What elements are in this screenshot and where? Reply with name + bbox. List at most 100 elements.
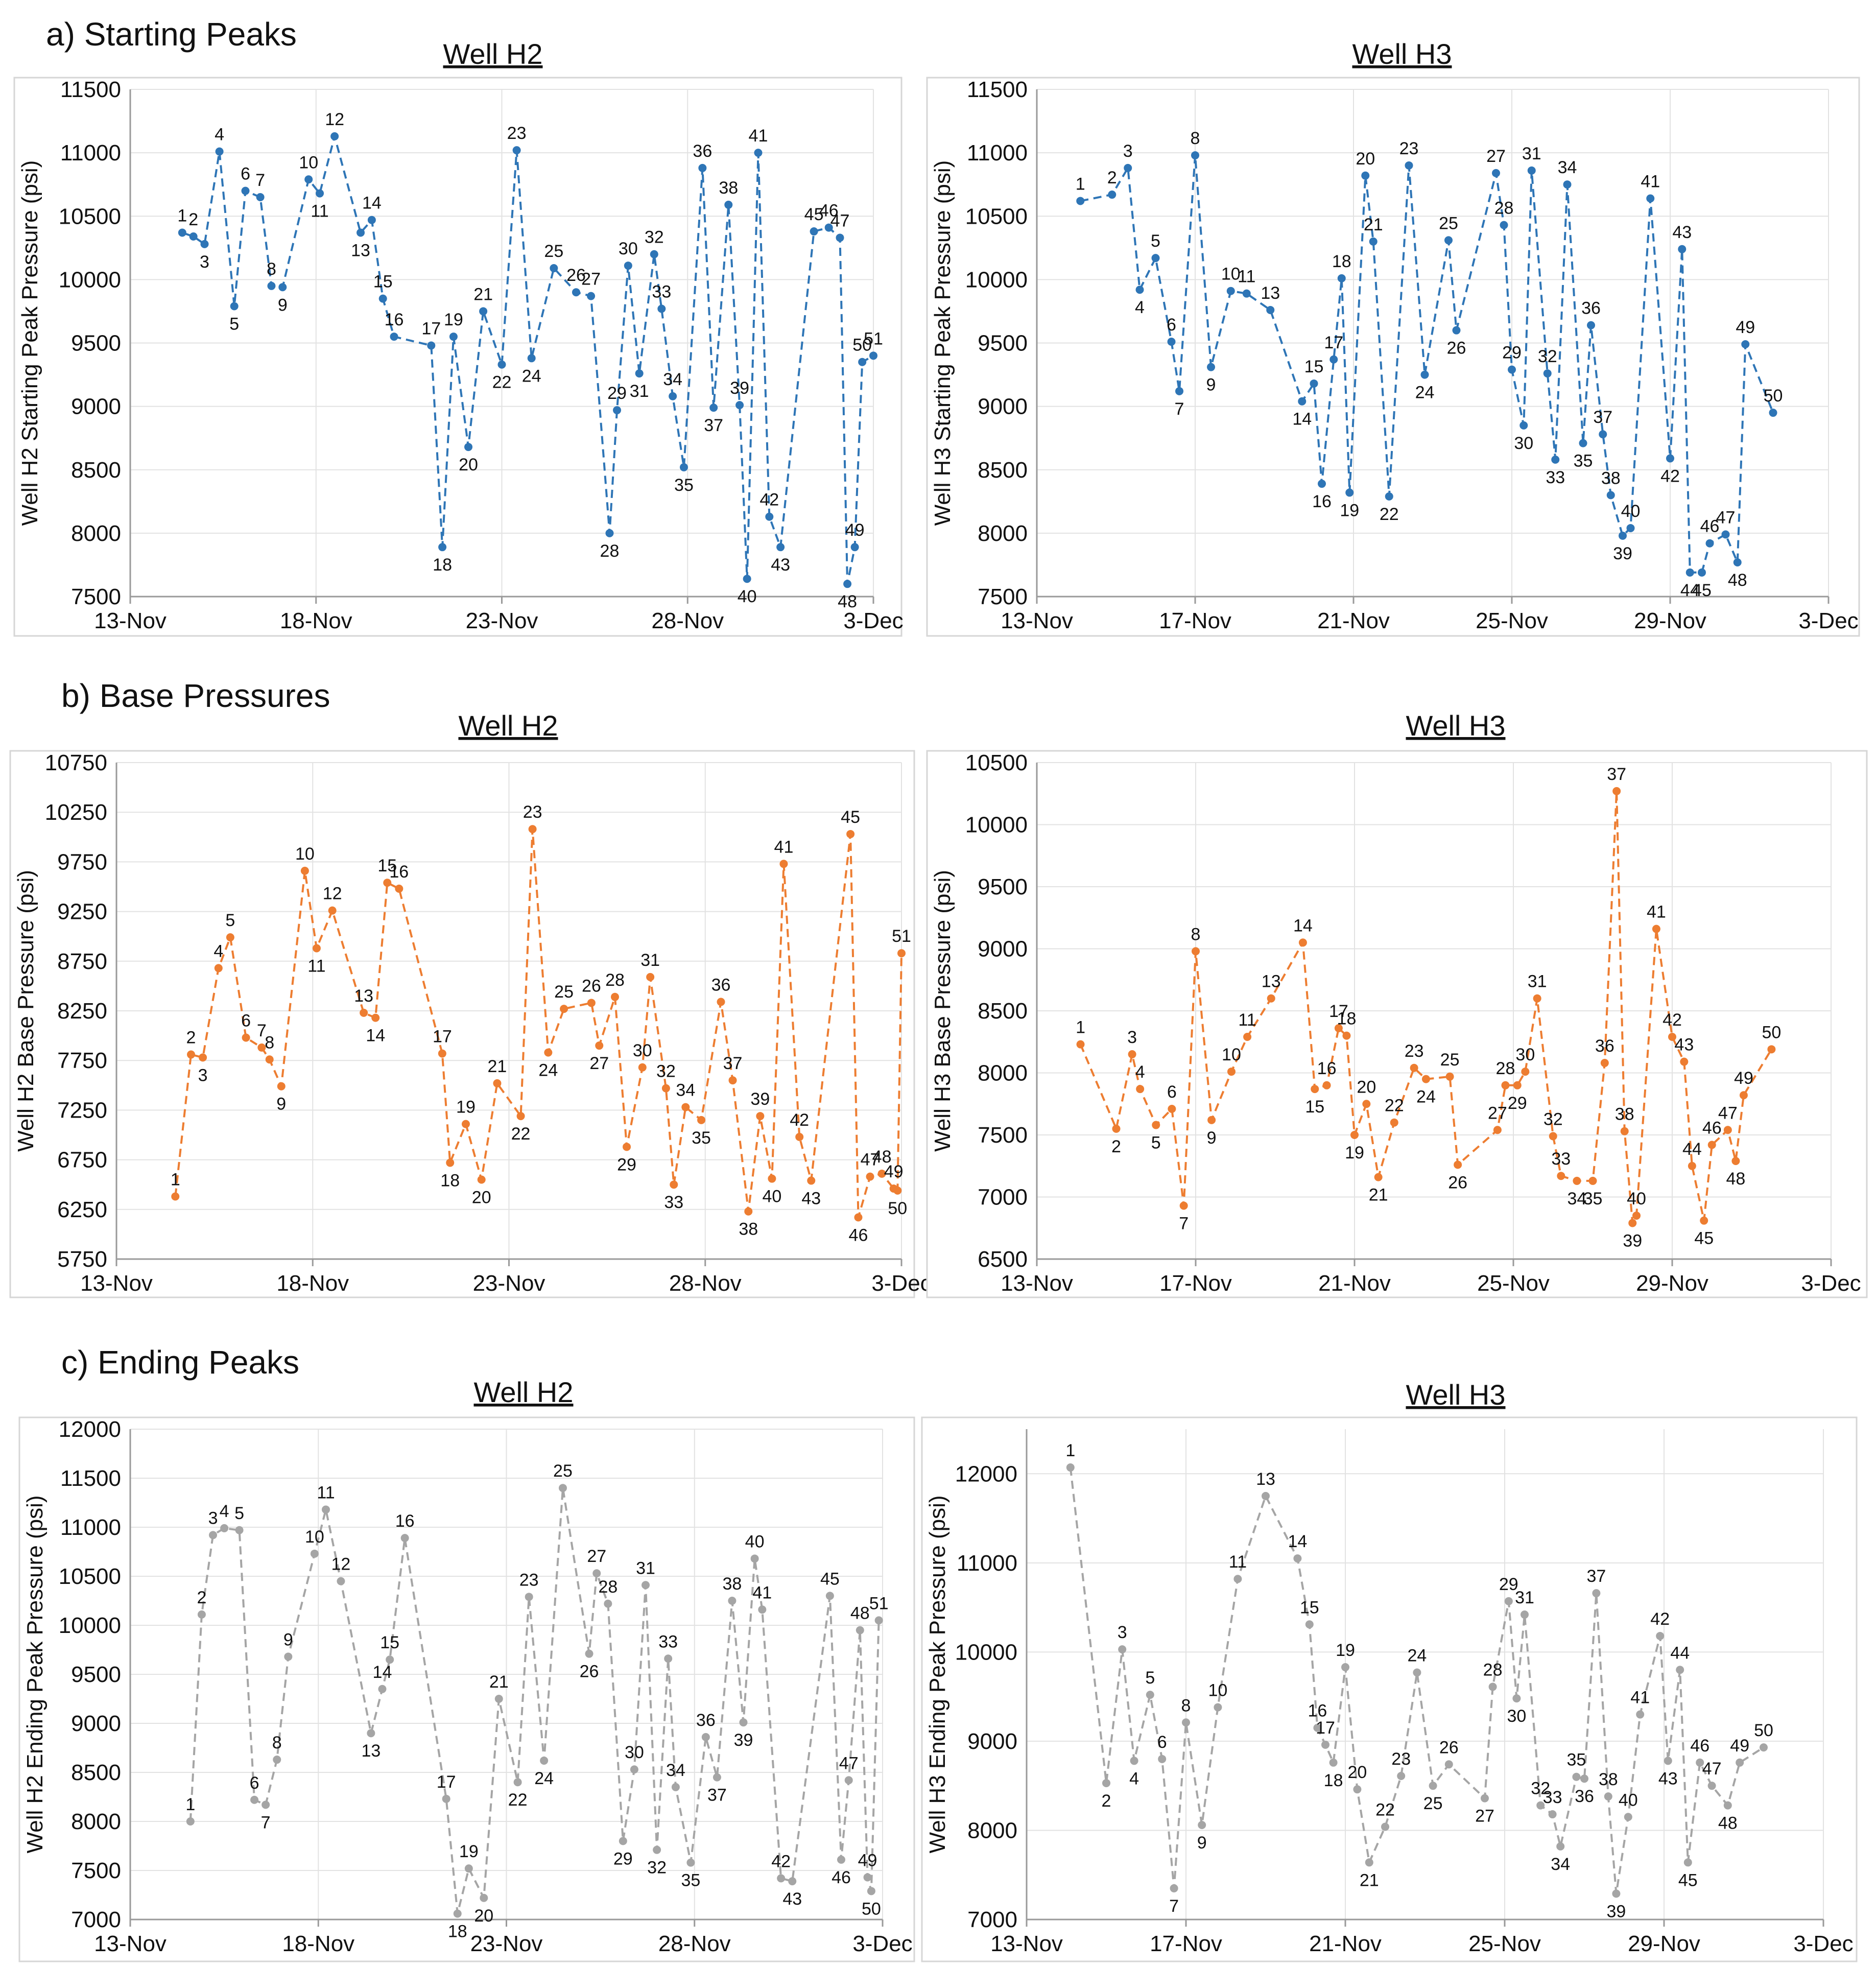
data-point	[558, 1484, 567, 1492]
data-point	[312, 944, 321, 953]
y-tick-label: 8000	[71, 1809, 121, 1834]
y-tick-label: 8500	[71, 458, 121, 483]
point-label: 15	[1305, 1097, 1324, 1117]
data-point	[1572, 1772, 1581, 1781]
point-label: 22	[1375, 1800, 1395, 1819]
data-point	[1588, 1176, 1597, 1185]
point-label: 21	[488, 1057, 507, 1076]
data-point	[1626, 524, 1635, 532]
point-label: 32	[645, 228, 664, 247]
data-point	[697, 1116, 706, 1124]
point-label: 25	[554, 982, 574, 1002]
data-point	[1410, 1063, 1418, 1072]
y-tick-label: 10000	[955, 1640, 1017, 1665]
point-label: 2	[1111, 1137, 1121, 1156]
y-tick-label: 11000	[957, 1551, 1017, 1576]
x-tick-label: 25-Nov	[1477, 1271, 1550, 1296]
point-label: 28	[1494, 199, 1514, 218]
y-tick-label: 8000	[71, 521, 121, 546]
data-point	[807, 1176, 816, 1185]
point-label: 48	[1728, 571, 1747, 590]
data-point	[893, 1186, 902, 1195]
data-point	[1322, 1081, 1331, 1089]
point-label: 47	[861, 1150, 880, 1170]
data-point	[1481, 1794, 1489, 1803]
point-label: 10	[299, 153, 318, 172]
x-tick-label: 28-Nov	[651, 608, 724, 633]
data-point	[1521, 1068, 1530, 1076]
y-tick-label: 7500	[978, 1123, 1028, 1148]
data-point	[1334, 1024, 1343, 1033]
point-label: 34	[1551, 1855, 1570, 1874]
data-point	[330, 132, 339, 140]
y-tick-label: 7750	[57, 1048, 107, 1073]
data-point	[1556, 1842, 1565, 1851]
point-label: 5	[1145, 1668, 1155, 1688]
data-point	[1345, 488, 1354, 497]
data-point	[226, 933, 234, 942]
point-label: 22	[492, 373, 512, 392]
point-label: 23	[523, 802, 542, 822]
point-label: 41	[749, 126, 768, 146]
point-label: 46	[1702, 1118, 1722, 1137]
point-label: 46	[819, 201, 839, 221]
chart-4: 6500700075008000850090009500100001050013…	[926, 709, 1868, 1298]
data-point	[438, 1049, 446, 1058]
data-point	[1646, 194, 1655, 203]
data-point	[1266, 305, 1275, 314]
point-label: 6	[1167, 1082, 1177, 1102]
y-axis-label: Well H2 Ending Peak Pressure (psi)	[22, 1495, 48, 1853]
data-point	[1329, 1758, 1338, 1767]
data-point	[646, 973, 655, 981]
data-point	[464, 443, 473, 452]
point-label: 17	[437, 1772, 456, 1792]
point-label: 35	[1574, 452, 1593, 471]
data-point	[321, 1505, 330, 1514]
point-label: 25	[1439, 214, 1458, 233]
point-label: 3	[200, 252, 209, 272]
x-tick-label: 3-Dec	[1793, 1931, 1853, 1956]
data-point	[635, 369, 644, 378]
data-point	[1066, 1463, 1075, 1472]
data-point	[1152, 1121, 1160, 1129]
point-label: 14	[373, 1663, 392, 1682]
point-label: 30	[619, 239, 638, 258]
point-label: 8	[1191, 925, 1201, 944]
chart-frame	[926, 750, 1868, 1298]
point-label: 23	[1391, 1749, 1411, 1769]
data-point	[1723, 1126, 1732, 1134]
y-tick-label: 11000	[60, 1515, 121, 1540]
data-point	[1390, 1118, 1398, 1127]
point-label: 47	[1718, 1103, 1738, 1123]
data-point	[1707, 1141, 1716, 1149]
point-label: 7	[1179, 1214, 1189, 1234]
data-point	[1262, 1491, 1270, 1500]
point-label: 42	[1650, 1609, 1670, 1629]
point-label: 37	[1607, 765, 1626, 784]
y-tick-label: 9000	[978, 394, 1028, 419]
series-line	[189, 1487, 880, 1914]
point-label: 20	[472, 1188, 491, 1207]
x-tick-label: 3-Dec	[843, 608, 903, 633]
point-label: 24	[522, 366, 541, 386]
data-point	[371, 1013, 380, 1022]
data-point	[1381, 1822, 1389, 1831]
data-point	[277, 1082, 286, 1091]
data-point	[1767, 1045, 1776, 1054]
data-point	[765, 512, 774, 521]
y-tick-label: 8500	[71, 1760, 121, 1785]
point-label: 48	[1726, 1169, 1745, 1189]
y-tick-label: 9250	[57, 899, 107, 925]
data-point	[1580, 1774, 1588, 1783]
data-point	[1175, 387, 1183, 395]
point-label: 33	[664, 1193, 683, 1212]
point-label: 20	[459, 455, 478, 475]
y-axis-label: Well H3 Starting Peak Pressure (psi)	[930, 160, 955, 526]
data-point	[844, 1776, 853, 1785]
point-label: 26	[1439, 1738, 1459, 1757]
data-point	[623, 1143, 631, 1151]
data-point	[235, 1526, 244, 1534]
x-tick-label: 13-Nov	[80, 1271, 153, 1296]
point-label: 5	[225, 911, 235, 930]
point-label: 12	[331, 1555, 351, 1574]
